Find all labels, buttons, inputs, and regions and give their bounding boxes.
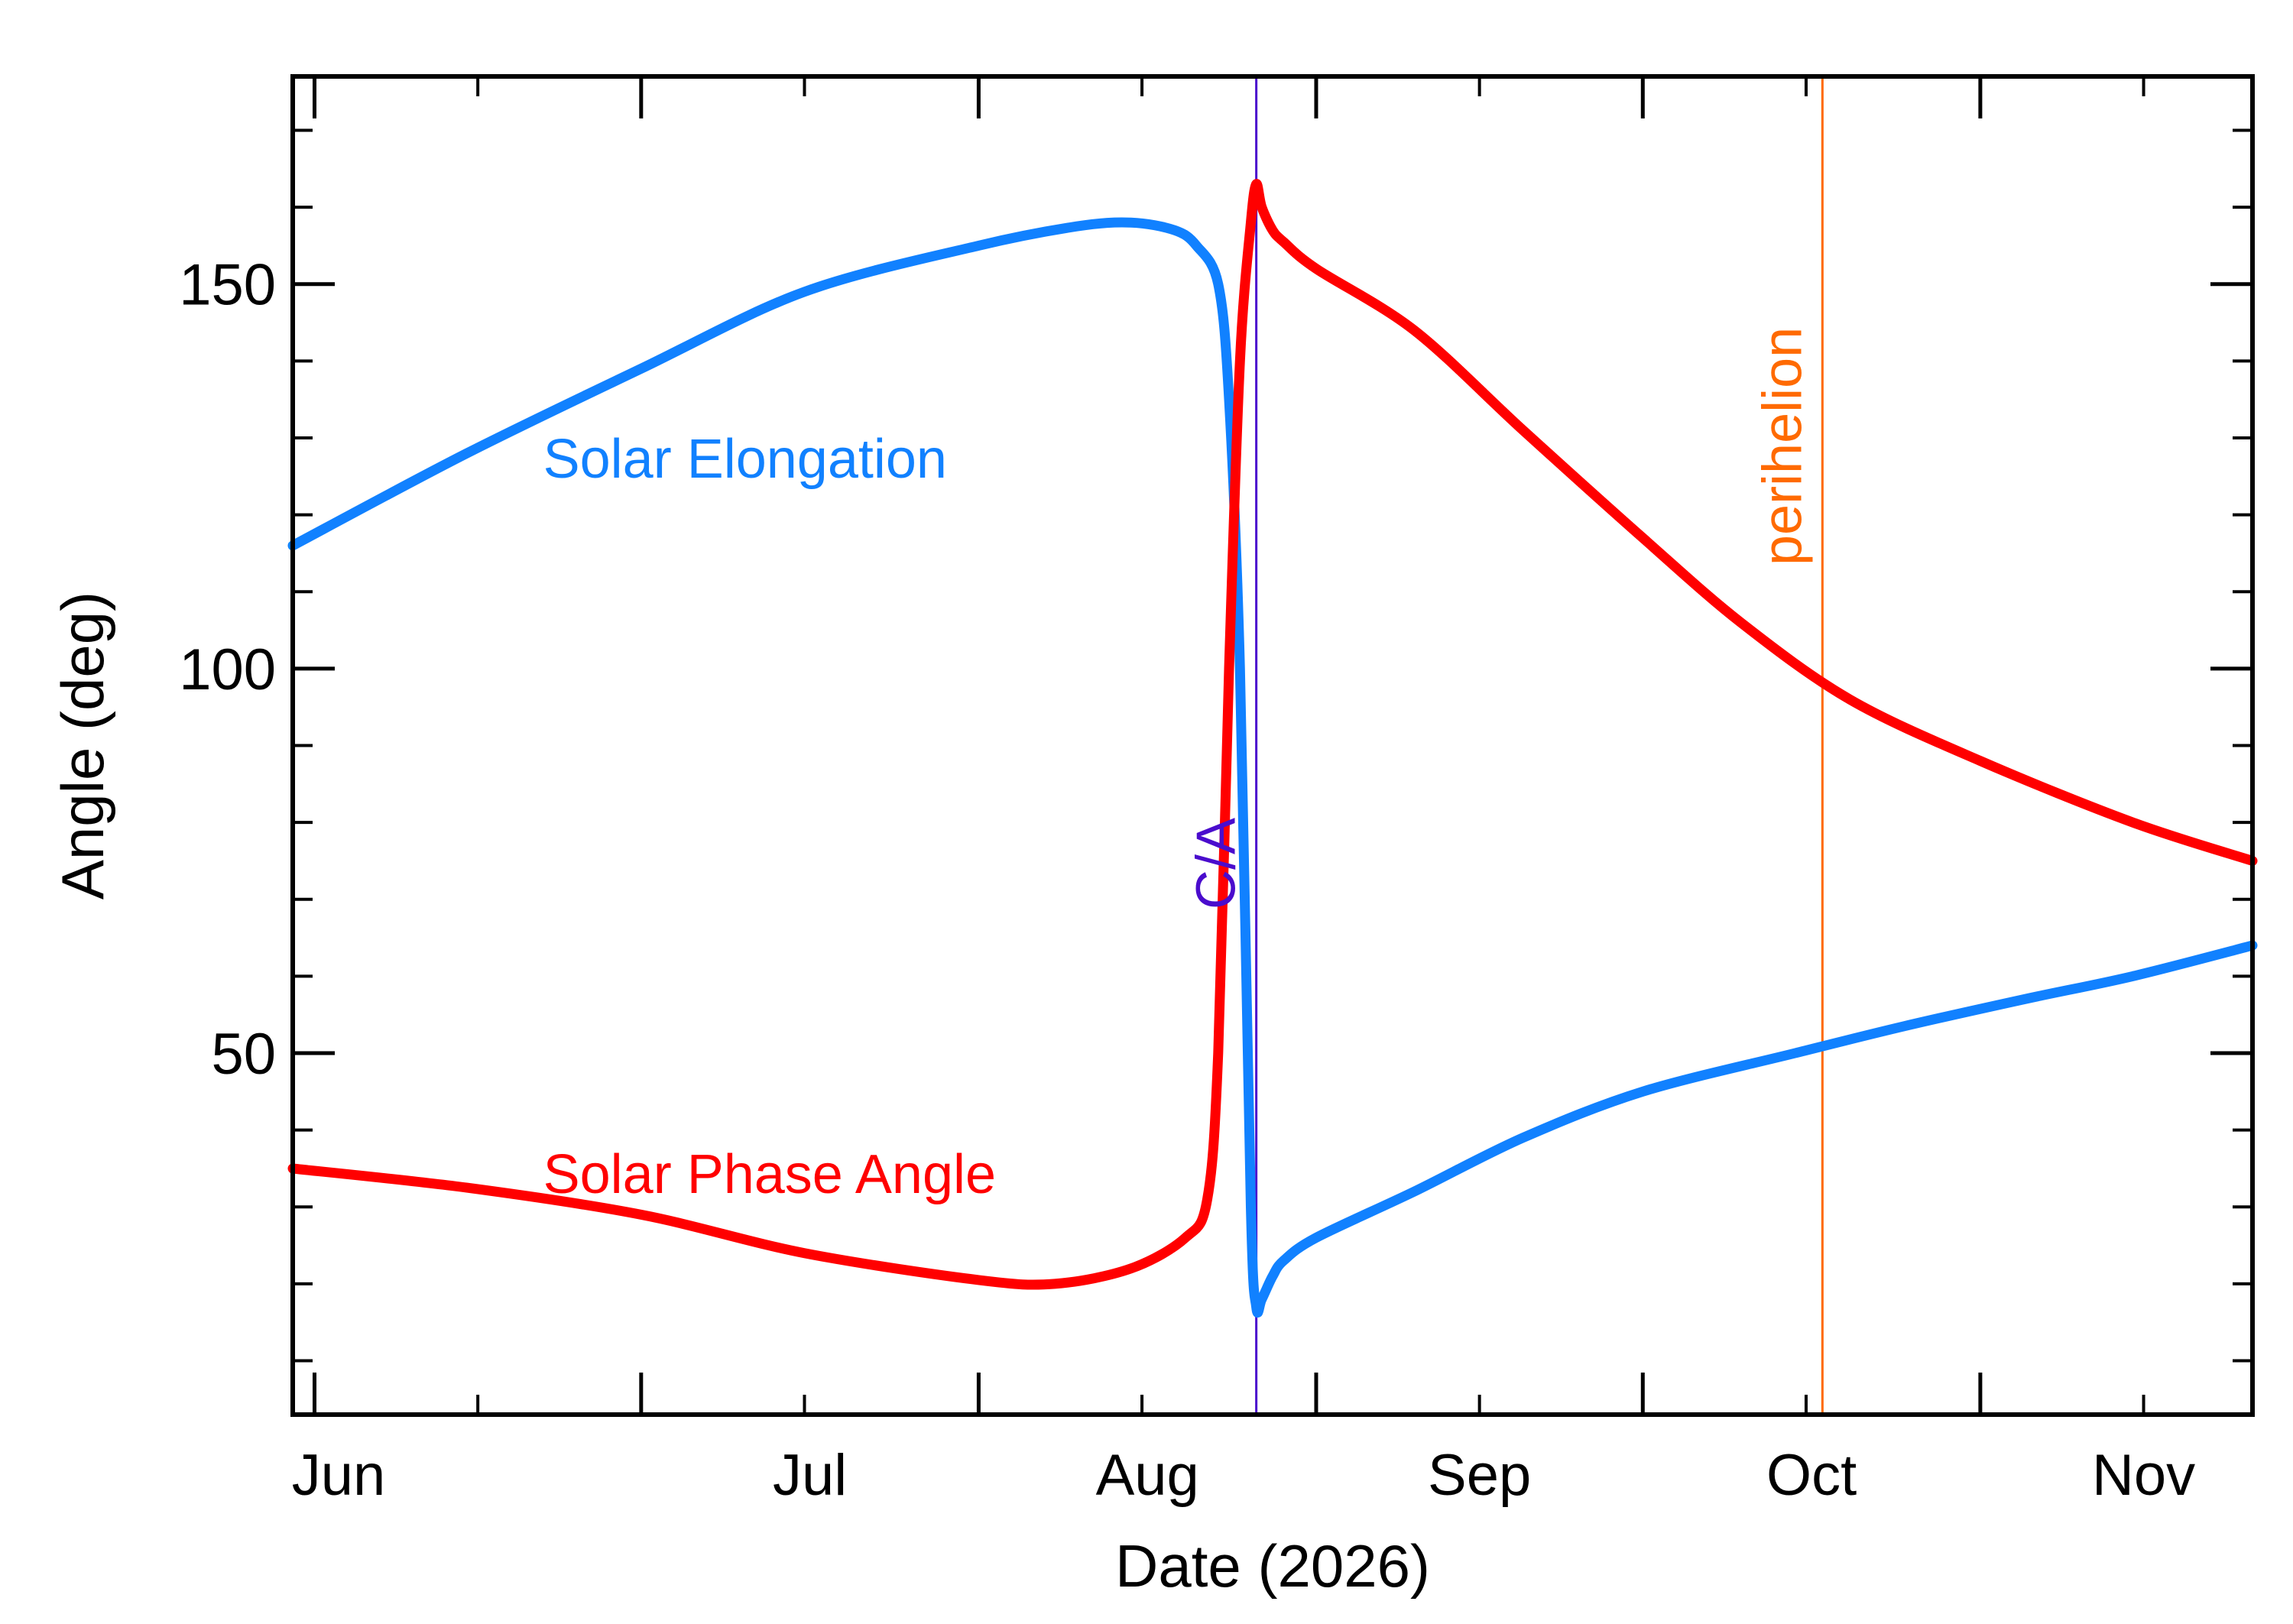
series-line-solar-elongation (287, 217, 2258, 1318)
marker-lines (1255, 76, 1824, 1415)
x-tick-label: Nov (2092, 1443, 2195, 1508)
x-tick-label: Jul (773, 1443, 847, 1508)
y-tick-label: 50 (211, 1022, 276, 1087)
y-tick-label: 150 (179, 253, 276, 318)
x-tick-label: Sep (1428, 1443, 1531, 1508)
annotation-c-a: C/A (1186, 818, 1247, 909)
annotation-solar-phase-angle: Solar Phase Angle (543, 1144, 996, 1205)
annotation-solar-elongation: Solar Elongation (543, 429, 947, 490)
y-axis-title: Angle (deg) (49, 592, 116, 900)
series-lines (287, 179, 2258, 1318)
annotations: Solar Elongation Solar Phase Angle C/A peri… (543, 327, 1814, 1205)
series-line-solar-phase-angle (287, 179, 2258, 1290)
x-tick-label: Aug (1096, 1443, 1199, 1508)
plot-frame (290, 74, 2255, 1417)
x-tick-label: Jun (292, 1443, 386, 1508)
y-tick-label: 100 (179, 637, 276, 702)
annotation-perihelion: perihelion (1752, 327, 1813, 566)
axis-ticks (293, 76, 2252, 1415)
x-tick-label: Oct (1766, 1443, 1857, 1508)
tick-labels: Jun Jul Aug Sep Oct Nov 50 100 150 (179, 253, 2195, 1508)
x-axis-title: Date (2026) (1115, 1532, 1430, 1600)
